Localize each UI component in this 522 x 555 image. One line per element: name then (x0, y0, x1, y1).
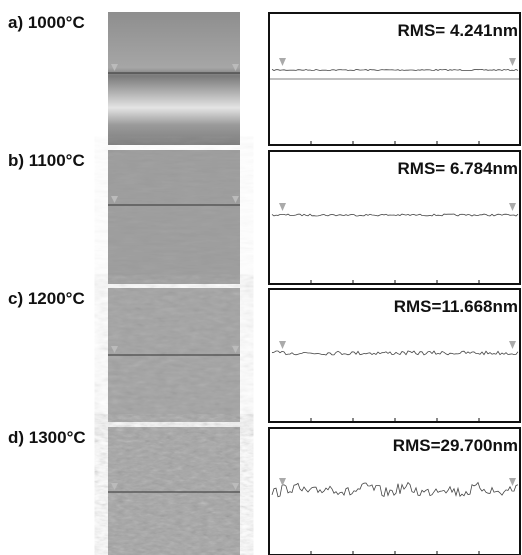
marker (509, 478, 516, 486)
afm-texture (108, 150, 240, 284)
marker (509, 58, 516, 66)
profile-box (268, 288, 521, 423)
marker (111, 196, 118, 203)
panel-label: a) 1000°C (8, 13, 85, 32)
afm-image (108, 12, 240, 145)
height-profile (271, 68, 519, 72)
marker (279, 341, 286, 349)
afm-texture (108, 427, 240, 555)
rms-label: RMS=11.668nm (394, 297, 518, 316)
height-profile (271, 213, 519, 217)
marker (232, 346, 239, 353)
marker (509, 341, 516, 349)
marker (232, 196, 239, 203)
marker (111, 483, 118, 490)
rms-label: RMS=29.700nm (393, 436, 518, 455)
panel-label: b) 1100°C (8, 151, 85, 170)
rms-label: RMS= 4.241nm (398, 21, 518, 40)
marker (279, 58, 286, 66)
profile-box (268, 150, 521, 285)
marker (111, 346, 118, 353)
profile-box (268, 427, 521, 555)
rms-label: RMS= 6.784nm (398, 159, 518, 178)
marker (232, 64, 239, 71)
marker (111, 64, 118, 71)
panel-label: d) 1300°C (8, 428, 86, 447)
marker (509, 203, 516, 211)
marker (232, 483, 239, 490)
height-profile (271, 350, 519, 356)
panel-label: c) 1200°C (8, 289, 85, 308)
marker (279, 203, 286, 211)
marker (279, 478, 286, 486)
height-profile (271, 481, 519, 498)
